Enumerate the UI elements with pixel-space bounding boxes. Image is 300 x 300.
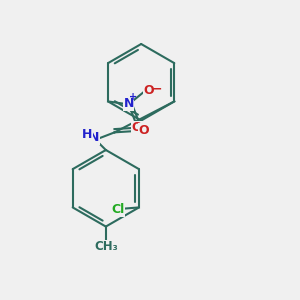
Text: −: − <box>152 82 162 95</box>
Text: N: N <box>89 131 99 144</box>
Text: H: H <box>82 128 92 141</box>
Text: +: + <box>129 92 137 102</box>
Text: O: O <box>132 122 142 134</box>
Text: O: O <box>138 124 149 137</box>
Text: O: O <box>143 84 154 97</box>
Text: N: N <box>123 97 134 110</box>
Text: CH₃: CH₃ <box>94 240 118 254</box>
Text: Cl: Cl <box>111 203 124 216</box>
